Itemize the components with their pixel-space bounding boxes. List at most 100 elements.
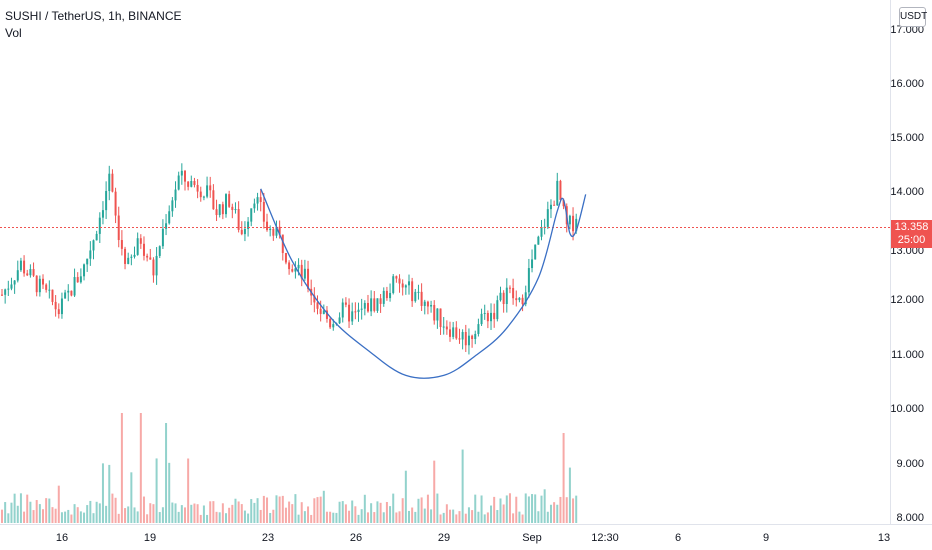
volume-bar [471, 510, 474, 523]
volume-bar [354, 506, 357, 523]
symbol-title[interactable]: SUSHI / TetherUS, 1h, BINANCE [5, 9, 182, 23]
volume-bar [496, 510, 499, 523]
candle-body [423, 301, 426, 306]
price-axis[interactable]: 17.000 16.000 15.000 14.000 13.000 12.00… [890, 24, 924, 524]
candle-body [546, 209, 549, 227]
volume-bar [73, 504, 76, 523]
candle-body [499, 292, 502, 301]
candle-body [376, 298, 379, 311]
volume-bar [262, 495, 265, 523]
candle-body [420, 291, 423, 306]
volume-bar [183, 507, 186, 523]
candle-body [370, 298, 373, 312]
time-tick: 12:30 [591, 532, 619, 544]
candle-body [133, 254, 136, 257]
volume-bar [187, 458, 190, 523]
volume-bar [493, 496, 496, 523]
candle-body [228, 194, 231, 207]
candle-body [177, 175, 180, 190]
volume-bar [549, 504, 552, 523]
volume-bar [420, 497, 423, 523]
cup-pattern-curve [260, 188, 587, 379]
volume-bar [76, 507, 79, 523]
candle-body [29, 269, 32, 276]
volume-bar [218, 512, 221, 523]
candle-body [16, 270, 19, 281]
volume-bar [572, 498, 575, 523]
candle-body [553, 204, 556, 206]
volume-bar [499, 498, 502, 523]
volume-bar [180, 505, 183, 523]
volume-bar [455, 514, 458, 523]
volume-bar [16, 505, 19, 523]
candle-body [464, 332, 467, 346]
volume-bar [199, 514, 202, 523]
candle-body [196, 184, 199, 192]
candle-body [534, 244, 537, 260]
current-price-value: 13.358 [894, 221, 929, 233]
candle-body [10, 284, 13, 289]
candle-body [250, 208, 253, 222]
candle-body [117, 215, 120, 241]
volume-bar [256, 498, 259, 523]
candle-body [354, 311, 357, 313]
volume-bar [449, 509, 452, 523]
volume-bar [19, 493, 22, 523]
volume-bar [136, 511, 139, 523]
candle-body [142, 243, 145, 256]
volume-bar [464, 513, 467, 523]
volume-bar [527, 496, 530, 523]
volume-bar [458, 511, 461, 523]
price-tick: 13.000 [890, 245, 924, 257]
volume-bar [206, 514, 209, 523]
volume-bar [442, 512, 445, 523]
candle-body [35, 275, 38, 293]
volume-bar [42, 509, 45, 523]
candle-body [73, 277, 76, 296]
candle-body [455, 327, 458, 339]
time-tick: 26 [350, 532, 362, 544]
candle-body [490, 312, 493, 322]
volume-bar [401, 498, 404, 523]
candle-body [136, 238, 139, 255]
volume-bar [433, 460, 436, 523]
candle-body [114, 191, 117, 216]
candle-body [155, 255, 158, 276]
volume-bar [26, 494, 29, 523]
volume-indicator-label[interactable]: Vol [5, 26, 22, 40]
candle-body [471, 335, 474, 340]
candle-body [436, 308, 439, 321]
volume-bar [332, 512, 335, 523]
candle-body [562, 199, 565, 207]
volume-bar [120, 413, 123, 523]
candle-body [83, 264, 86, 277]
volume-bar [559, 496, 562, 523]
candle-body [262, 202, 265, 222]
price-tick: 9.000 [896, 458, 924, 470]
time-axis[interactable]: 16 19 23 26 29 Sep 12:30 6 9 13 [56, 532, 890, 544]
volume-bar [243, 510, 246, 523]
volume-bar [158, 512, 161, 523]
volume-bar [275, 495, 278, 523]
candle-body [240, 229, 243, 235]
volume-bar [313, 498, 316, 523]
candle-body [57, 309, 60, 315]
candle-body [247, 221, 250, 229]
currency-button[interactable]: USDT [899, 7, 927, 27]
candle-body [209, 185, 212, 191]
volume-bar [562, 433, 565, 523]
candle-body [351, 311, 354, 322]
candle-body [366, 302, 369, 312]
candle-body [275, 226, 278, 236]
volume-bar [294, 494, 297, 523]
volume-bar [436, 493, 439, 523]
candle-body [165, 223, 168, 229]
volume-bar [13, 493, 16, 523]
candle-body [325, 310, 328, 319]
candle-body [152, 259, 155, 276]
price-tick: 8.000 [896, 512, 924, 524]
candle-body [445, 326, 448, 330]
candle-body [461, 332, 464, 340]
volume-bar [70, 514, 73, 523]
